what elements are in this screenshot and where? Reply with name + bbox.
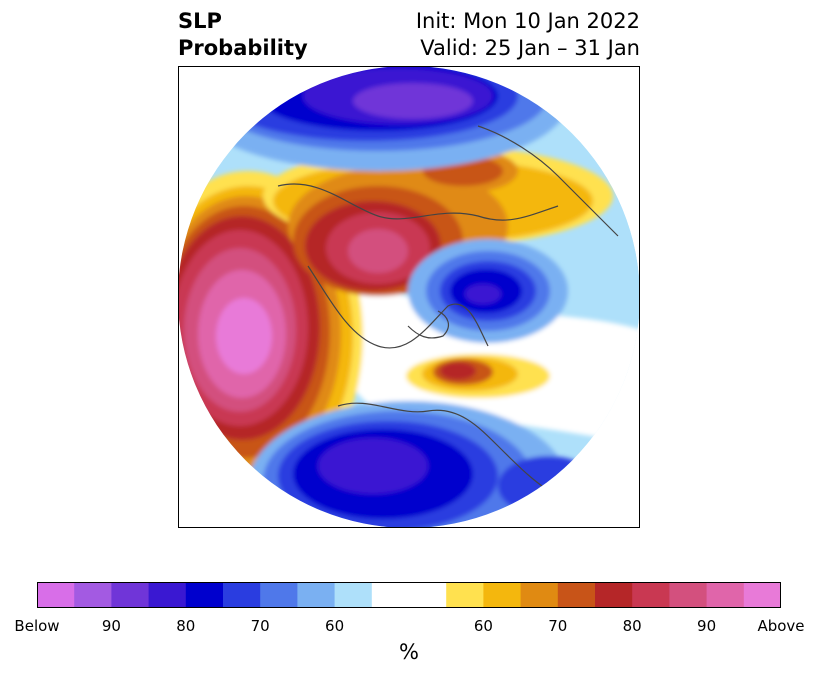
colorbar-units: % [399, 640, 419, 664]
polar-map [178, 66, 640, 528]
colorbar-tick-label: Below [14, 617, 60, 635]
title-variable-line1: SLP [178, 9, 222, 33]
title-variable: SLP Probability [178, 8, 308, 62]
colorbar-swatch [260, 582, 298, 608]
colorbar-border [37, 582, 781, 608]
colorbar-swatch [223, 582, 261, 608]
coastlines [277, 125, 619, 497]
colorbar-swatch [743, 582, 781, 608]
colorbar-svg [37, 582, 781, 608]
colorbar-tick-label: 90 [697, 617, 717, 635]
colorbar-swatch [446, 582, 484, 608]
colorbar-swatch [111, 582, 150, 608]
colorbar-tick-label: Above [757, 617, 805, 635]
colorbar-tick-label: 60 [325, 617, 345, 635]
title-valid-dates: Valid: 25 Jan – 31 Jan [420, 36, 640, 60]
colorbar-swatch [557, 582, 596, 608]
colorbar-swatch [595, 582, 633, 608]
colorbar-tick-label: 80 [622, 617, 642, 635]
colorbar-swatch [706, 582, 745, 608]
colorbar-swatch [632, 582, 670, 608]
colorbar-tick-label: 80 [176, 617, 196, 635]
probability-fill [178, 66, 640, 528]
colorbar-swatch [37, 582, 75, 608]
polar-map-svg [178, 66, 640, 528]
colorbar [37, 582, 781, 608]
colorbar-tick-label: 60 [473, 617, 493, 635]
colorbar-swatch [185, 582, 224, 608]
colorbar-swatch [371, 582, 447, 608]
colorbar-swatch [483, 582, 522, 608]
colorbar-swatch [148, 582, 187, 608]
colorbar-swatch [520, 582, 559, 608]
title-dates: Init: Mon 10 Jan 2022 Valid: 25 Jan – 31… [416, 8, 640, 62]
colorbar-swatch [334, 582, 373, 608]
colorbar-tick-label: 70 [548, 617, 568, 635]
title-init-date: Init: Mon 10 Jan 2022 [415, 9, 640, 33]
colorbar-swatch [297, 582, 336, 608]
colorbar-swatch [74, 582, 112, 608]
title-variable-line2: Probability [178, 36, 308, 60]
colorbar-swatch [669, 582, 708, 608]
colorbar-tick-label: 90 [101, 617, 121, 635]
colorbar-tick-label: 70 [250, 617, 270, 635]
